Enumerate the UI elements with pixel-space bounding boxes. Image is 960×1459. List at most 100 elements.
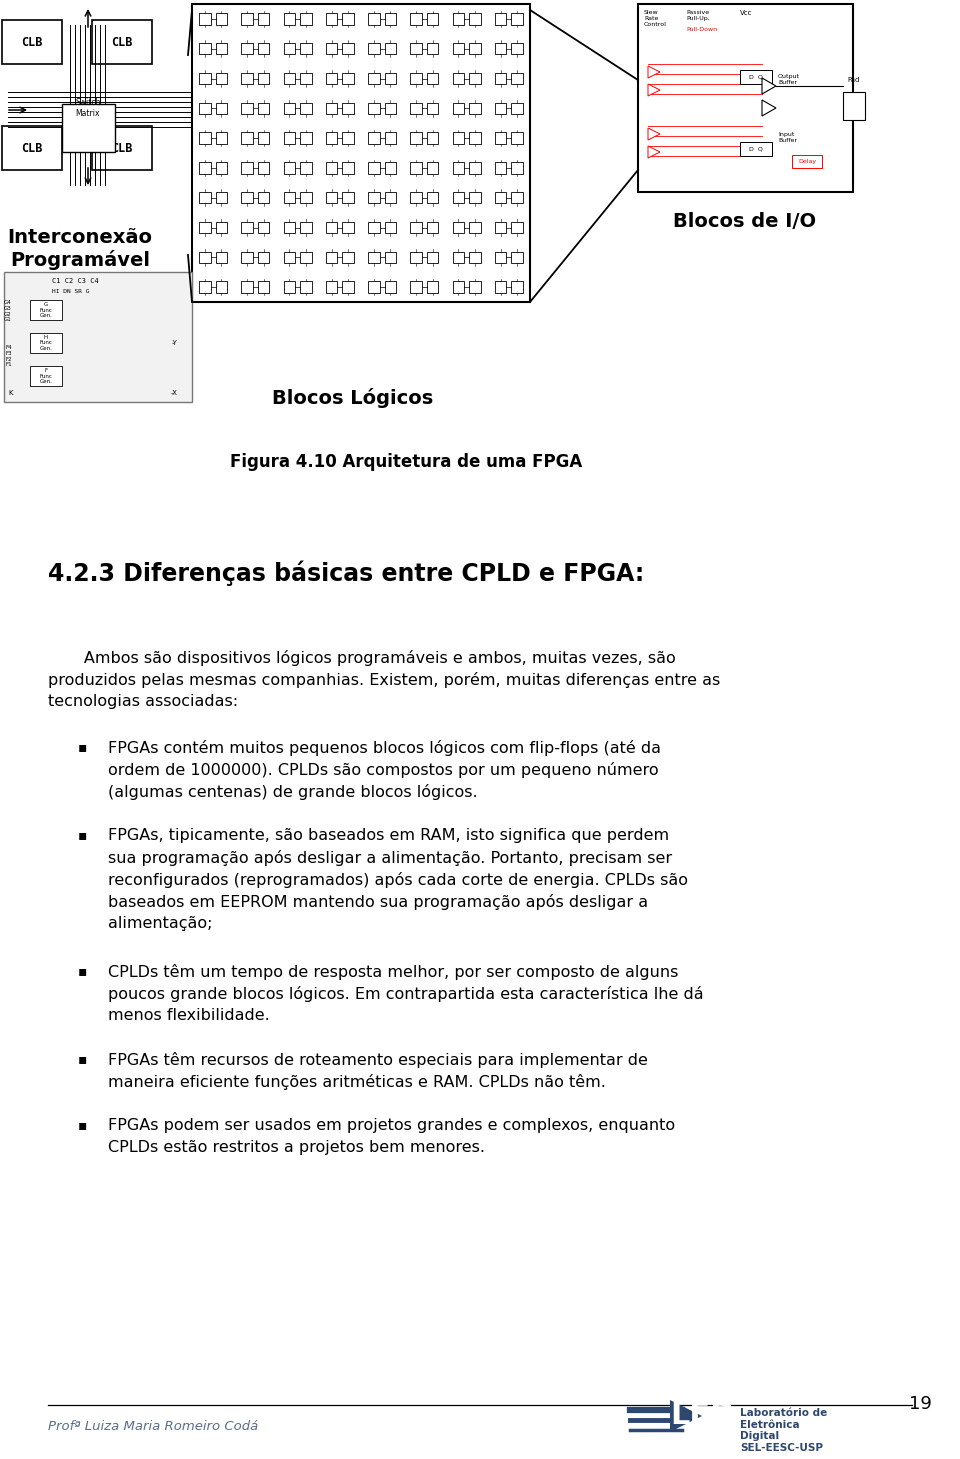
- Bar: [368, 193, 379, 203]
- Bar: [258, 102, 270, 114]
- Bar: [241, 222, 252, 233]
- Bar: [453, 251, 464, 263]
- Bar: [385, 13, 396, 25]
- Bar: [241, 162, 252, 174]
- Text: CPLDs estão restritos a projetos bem menores.: CPLDs estão restritos a projetos bem men…: [108, 1139, 485, 1156]
- Bar: [792, 155, 822, 168]
- Bar: [368, 102, 379, 114]
- Bar: [325, 73, 337, 85]
- Text: HI DN SR G: HI DN SR G: [52, 289, 89, 295]
- Bar: [453, 162, 464, 174]
- Text: G4
G3
G2
G1: G4 G3 G2 G1: [4, 301, 12, 322]
- Bar: [427, 193, 439, 203]
- Bar: [4, 271, 192, 403]
- Bar: [512, 162, 523, 174]
- Bar: [300, 282, 312, 293]
- Bar: [512, 251, 523, 263]
- Bar: [469, 282, 481, 293]
- Text: Delay: Delay: [798, 159, 816, 163]
- Bar: [343, 162, 354, 174]
- Bar: [325, 282, 337, 293]
- Bar: [495, 102, 506, 114]
- Bar: [385, 102, 396, 114]
- Bar: [343, 13, 354, 25]
- Text: Blocos Lógicos: Blocos Lógicos: [272, 388, 433, 409]
- Bar: [495, 73, 506, 85]
- Bar: [453, 222, 464, 233]
- Polygon shape: [648, 146, 660, 158]
- Bar: [199, 13, 210, 25]
- Text: reconfigurados (reprogramados) após cada corte de energia. CPLDs são: reconfigurados (reprogramados) após cada…: [108, 872, 688, 889]
- Bar: [199, 193, 210, 203]
- Text: Vcc: Vcc: [740, 10, 753, 16]
- Bar: [427, 251, 439, 263]
- Text: CLB: CLB: [21, 35, 42, 48]
- Bar: [241, 42, 252, 54]
- Bar: [325, 42, 337, 54]
- Text: CLB: CLB: [111, 142, 132, 155]
- Bar: [427, 282, 439, 293]
- Bar: [300, 42, 312, 54]
- Bar: [427, 102, 439, 114]
- Bar: [216, 282, 228, 293]
- Bar: [411, 222, 421, 233]
- Bar: [411, 282, 421, 293]
- Bar: [258, 222, 270, 233]
- Bar: [740, 142, 772, 156]
- Bar: [427, 222, 439, 233]
- Bar: [427, 13, 439, 25]
- Text: F4
F3
F2
F1: F4 F3 F2 F1: [6, 344, 12, 368]
- Bar: [258, 282, 270, 293]
- Bar: [216, 162, 228, 174]
- Bar: [453, 13, 464, 25]
- Bar: [343, 133, 354, 144]
- Bar: [385, 73, 396, 85]
- Text: maneira eficiente funções aritméticas e RAM. CPLDs não têm.: maneira eficiente funções aritméticas e …: [108, 1074, 606, 1090]
- Bar: [283, 102, 295, 114]
- Text: Passive
Pull-Up,: Passive Pull-Up,: [686, 10, 709, 20]
- Bar: [283, 193, 295, 203]
- Bar: [241, 133, 252, 144]
- Bar: [343, 73, 354, 85]
- Bar: [258, 13, 270, 25]
- Bar: [453, 42, 464, 54]
- Bar: [469, 133, 481, 144]
- Bar: [241, 251, 252, 263]
- Bar: [199, 162, 210, 174]
- Text: Switch
Matrix: Switch Matrix: [75, 98, 101, 118]
- Bar: [283, 13, 295, 25]
- Text: baseados em EEPROM mantendo sua programação após desligar a: baseados em EEPROM mantendo sua programa…: [108, 894, 648, 910]
- Bar: [283, 162, 295, 174]
- Bar: [300, 251, 312, 263]
- Bar: [385, 42, 396, 54]
- Text: Output
Buffer: Output Buffer: [778, 74, 800, 85]
- Bar: [512, 193, 523, 203]
- Bar: [300, 193, 312, 203]
- Bar: [427, 133, 439, 144]
- Text: -X: -X: [171, 390, 178, 395]
- Text: 19: 19: [909, 1395, 932, 1412]
- Bar: [469, 162, 481, 174]
- Text: ▪: ▪: [78, 1052, 87, 1067]
- Text: menos flexibilidade.: menos flexibilidade.: [108, 1008, 270, 1023]
- Polygon shape: [648, 66, 660, 77]
- Polygon shape: [648, 85, 660, 96]
- Bar: [283, 133, 295, 144]
- Bar: [427, 73, 439, 85]
- Text: CLB: CLB: [111, 35, 132, 48]
- Bar: [216, 102, 228, 114]
- Text: poucos grande blocos lógicos. Em contrapartida esta característica lhe dá: poucos grande blocos lógicos. Em contrap…: [108, 986, 704, 1002]
- Text: Laboratório de
Eletrônica
Digital
SEL-EESC-USP: Laboratório de Eletrônica Digital SEL-EE…: [740, 1408, 828, 1453]
- Bar: [30, 366, 62, 387]
- Bar: [368, 73, 379, 85]
- Bar: [740, 70, 772, 85]
- Bar: [325, 13, 337, 25]
- Bar: [453, 282, 464, 293]
- Bar: [638, 4, 853, 193]
- Bar: [843, 92, 865, 120]
- Polygon shape: [670, 1401, 702, 1431]
- Bar: [411, 162, 421, 174]
- Bar: [2, 20, 62, 64]
- Bar: [495, 193, 506, 203]
- Bar: [216, 13, 228, 25]
